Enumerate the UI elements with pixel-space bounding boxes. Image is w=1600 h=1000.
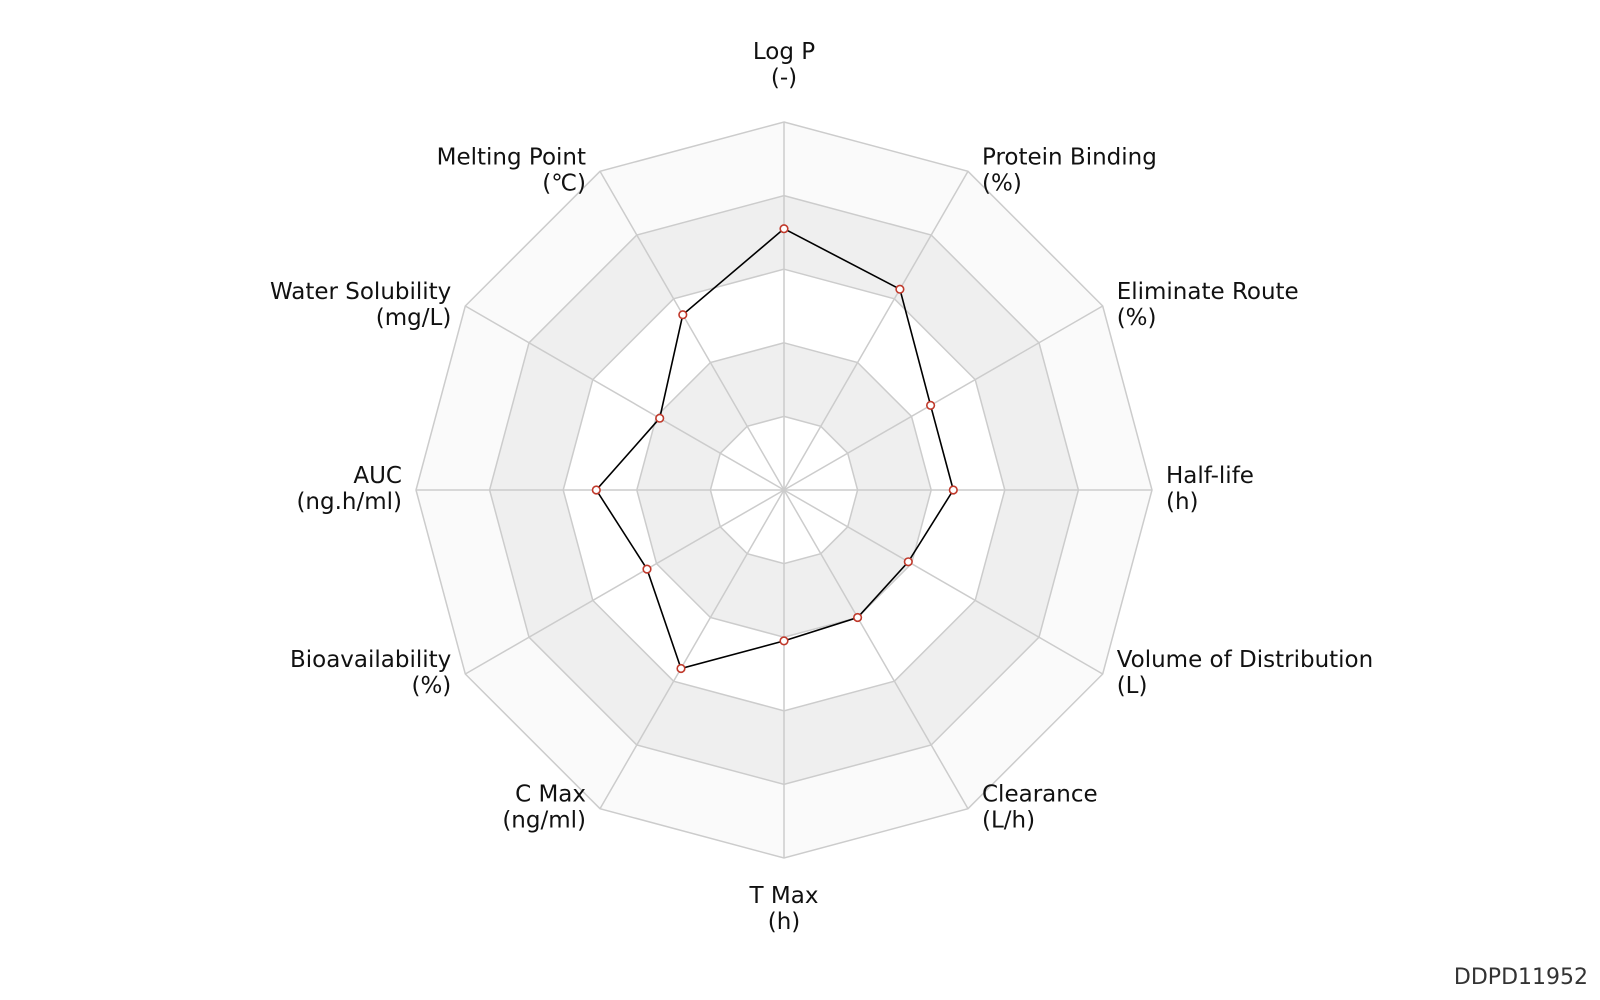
- axis-label-unit: (h): [1166, 489, 1199, 515]
- axis-label-name: Protein Binding: [982, 144, 1157, 170]
- axis-label-name: T Max: [749, 883, 819, 909]
- axis-label-name: Volume of Distribution: [1117, 647, 1374, 673]
- axis-label-unit: (℃): [542, 170, 586, 196]
- data-point: [678, 310, 688, 320]
- axis-label-name: C Max: [515, 782, 586, 808]
- data-point: [852, 612, 863, 623]
- axis-label-group: Water Solubility(mg/L): [270, 279, 451, 331]
- data-point: [948, 485, 958, 495]
- axis-label-group: Protein Binding(%): [982, 144, 1157, 196]
- axis-label-group: AUC(ng.h/ml): [296, 463, 402, 515]
- axis-label-unit: (%): [982, 170, 1022, 196]
- chart-id-watermark: DDPD11952: [1453, 965, 1588, 990]
- data-point: [895, 284, 905, 294]
- axis-spoke: [464, 305, 785, 491]
- axis-label-group: T Max(h): [749, 883, 819, 935]
- axis-label-unit: (%): [411, 673, 451, 699]
- axis-label-group: Half-life(h): [1166, 463, 1254, 515]
- axis-label-unit: (h): [768, 909, 801, 935]
- data-point: [925, 400, 936, 411]
- data-point: [779, 224, 789, 234]
- axis-label-group: Log P(-): [753, 39, 815, 91]
- axis-spoke: [783, 489, 1104, 675]
- axis-label-unit: (ng/ml): [502, 808, 586, 834]
- axis-label-name: Half-life: [1166, 463, 1254, 489]
- axis-label-name: Log P: [753, 39, 815, 65]
- axis-label-unit: (L/h): [982, 808, 1035, 834]
- axis-label-name: Eliminate Route: [1117, 279, 1299, 305]
- axis-spoke: [599, 170, 785, 491]
- axis-spoke: [783, 170, 969, 491]
- axis-spoke: [599, 489, 785, 810]
- axis-spoke: [783, 305, 1104, 491]
- axis-label-unit: (L): [1117, 673, 1148, 699]
- data-point: [655, 413, 665, 423]
- axis-label-unit: (%): [1117, 305, 1157, 331]
- axis-label-group: Bioavailability(%): [290, 647, 451, 699]
- data-point: [903, 557, 913, 567]
- data-point: [591, 485, 601, 495]
- axis-label-name: Bioavailability: [290, 647, 451, 673]
- axis-label-unit: (-): [771, 65, 797, 91]
- axis-label-name: Clearance: [982, 782, 1098, 808]
- axis-label-name: Water Solubility: [270, 279, 451, 305]
- axis-label-unit: (ng.h/ml): [296, 489, 402, 515]
- axis-spoke: [464, 489, 785, 675]
- data-point: [676, 663, 686, 674]
- axis-label-name: AUC: [353, 463, 402, 489]
- axis-label-group: Volume of Distribution(L): [1117, 647, 1374, 699]
- axis-label-group: C Max(ng/ml): [502, 782, 586, 834]
- data-point: [642, 564, 652, 574]
- axis-label-unit: (mg/L): [376, 305, 452, 331]
- axis-label-group: Melting Point(℃): [437, 144, 586, 196]
- axis-label-name: Melting Point: [437, 144, 586, 170]
- axis-label-group: Clearance(L/h): [982, 782, 1098, 834]
- axis-spoke: [783, 489, 969, 810]
- data-point: [779, 636, 789, 646]
- axis-label-group: Eliminate Route(%): [1117, 279, 1299, 331]
